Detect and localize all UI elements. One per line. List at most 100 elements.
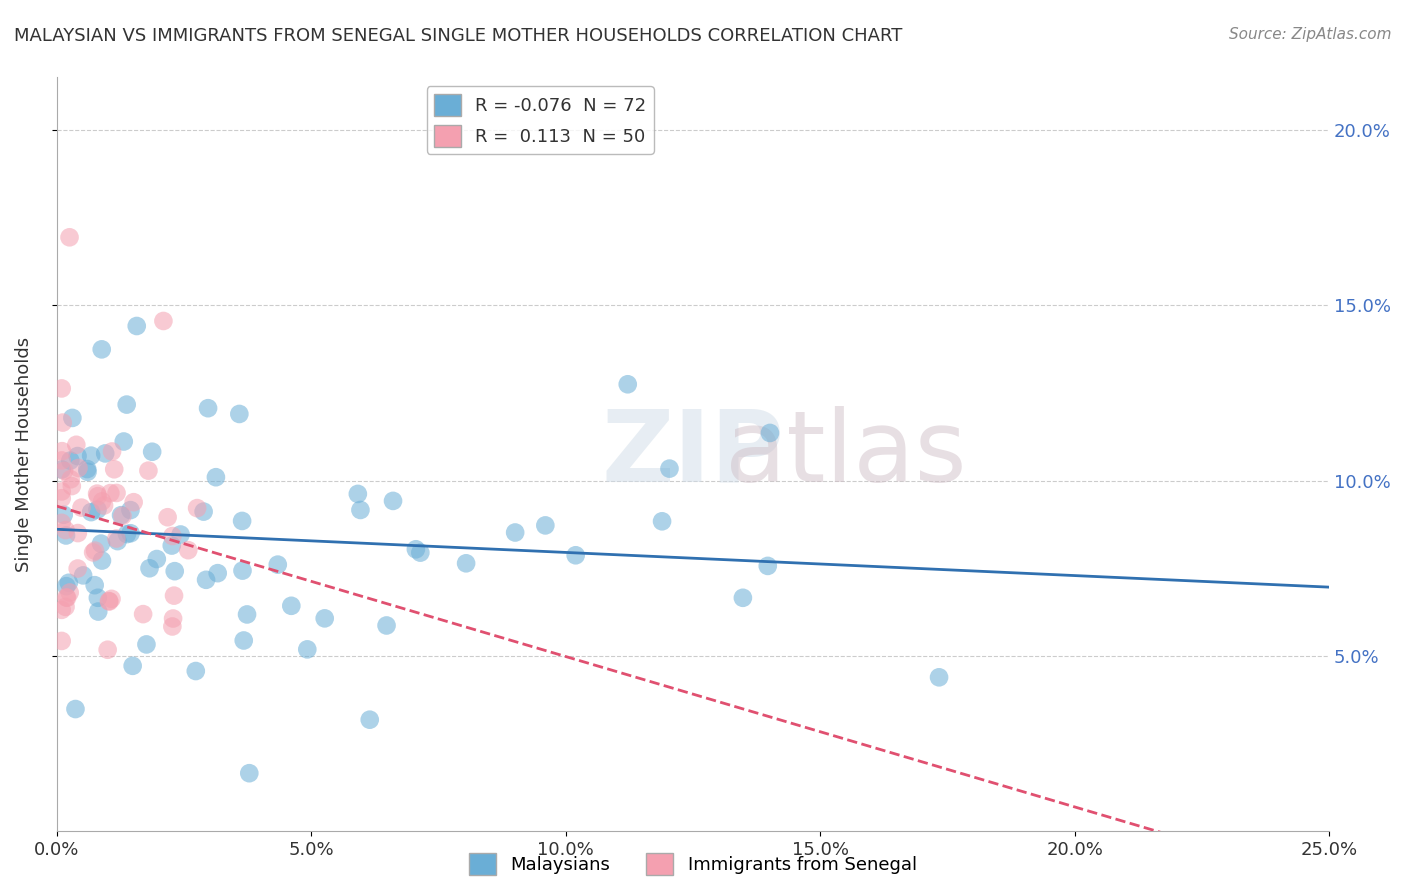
Point [314, 611, 336, 625]
Point [138, 464, 160, 478]
Point [115, 398, 138, 412]
Point [375, 618, 398, 632]
Point [58, 230, 80, 244]
Point [90, 536, 112, 550]
Point [51, 484, 73, 499]
Point [163, 589, 186, 603]
Point [238, 766, 260, 780]
Point [658, 461, 681, 475]
Point [76, 465, 98, 479]
Point [98, 594, 121, 608]
Point [59, 585, 82, 599]
Point [146, 552, 169, 566]
Point [55, 528, 77, 542]
Point [51, 634, 73, 648]
Point [80, 449, 103, 463]
Point [347, 487, 370, 501]
Point [280, 599, 302, 613]
Point [228, 407, 250, 421]
Point [759, 425, 782, 440]
Point [207, 566, 229, 581]
Point [156, 510, 179, 524]
Point [409, 546, 432, 560]
Point [59, 472, 82, 486]
Point [186, 501, 208, 516]
Point [51, 462, 73, 476]
Point [111, 508, 134, 523]
Point [105, 532, 128, 546]
Point [162, 529, 184, 543]
Point [135, 637, 157, 651]
Point [56, 591, 79, 605]
Point [928, 670, 950, 684]
Point [359, 713, 381, 727]
Point [55, 579, 77, 593]
Point [67, 461, 90, 475]
Point [59, 453, 82, 467]
Point [112, 434, 135, 449]
Point [70, 500, 93, 515]
Point [53, 464, 76, 478]
Point [60, 479, 83, 493]
Point [66, 449, 89, 463]
Point [93, 499, 115, 513]
Point [456, 557, 478, 571]
Point [236, 607, 259, 622]
Point [66, 526, 89, 541]
Point [83, 578, 105, 592]
Point [184, 664, 207, 678]
Text: atlas: atlas [724, 406, 966, 503]
Point [616, 377, 638, 392]
Point [534, 518, 557, 533]
Point [177, 543, 200, 558]
Point [51, 381, 73, 395]
Point [103, 462, 125, 476]
Point [100, 591, 122, 606]
Y-axis label: Single Mother Households: Single Mother Households [15, 336, 32, 572]
Point [94, 446, 117, 460]
Point [58, 575, 80, 590]
Point [84, 543, 107, 558]
Point [205, 470, 228, 484]
Point [87, 489, 110, 503]
Point [125, 318, 148, 333]
Point [163, 564, 186, 578]
Point [122, 495, 145, 509]
Point [160, 539, 183, 553]
Point [65, 702, 87, 716]
Point [232, 633, 254, 648]
Point [195, 573, 218, 587]
Point [55, 591, 77, 605]
Point [51, 491, 73, 506]
Point [107, 534, 129, 549]
Point [405, 542, 427, 557]
Point [52, 508, 75, 522]
Point [91, 494, 114, 508]
Point [72, 568, 94, 582]
Point [297, 642, 319, 657]
Point [91, 553, 114, 567]
Point [756, 558, 779, 573]
Point [152, 314, 174, 328]
Point [132, 607, 155, 621]
Point [86, 486, 108, 500]
Point [231, 564, 253, 578]
Text: ZIP: ZIP [602, 406, 785, 503]
Point [97, 642, 120, 657]
Point [51, 603, 73, 617]
Point [120, 526, 142, 541]
Point [349, 503, 371, 517]
Point [169, 527, 191, 541]
Legend: Malaysians, Immigrants from Senegal: Malaysians, Immigrants from Senegal [461, 846, 924, 882]
Point [231, 514, 253, 528]
Point [87, 605, 110, 619]
Point [162, 611, 184, 625]
Point [87, 591, 110, 605]
Point [98, 486, 121, 500]
Point [651, 514, 673, 528]
Point [55, 523, 77, 537]
Text: Source: ZipAtlas.com: Source: ZipAtlas.com [1229, 27, 1392, 42]
Point [60, 411, 83, 425]
Point [97, 594, 120, 608]
Point [731, 591, 754, 605]
